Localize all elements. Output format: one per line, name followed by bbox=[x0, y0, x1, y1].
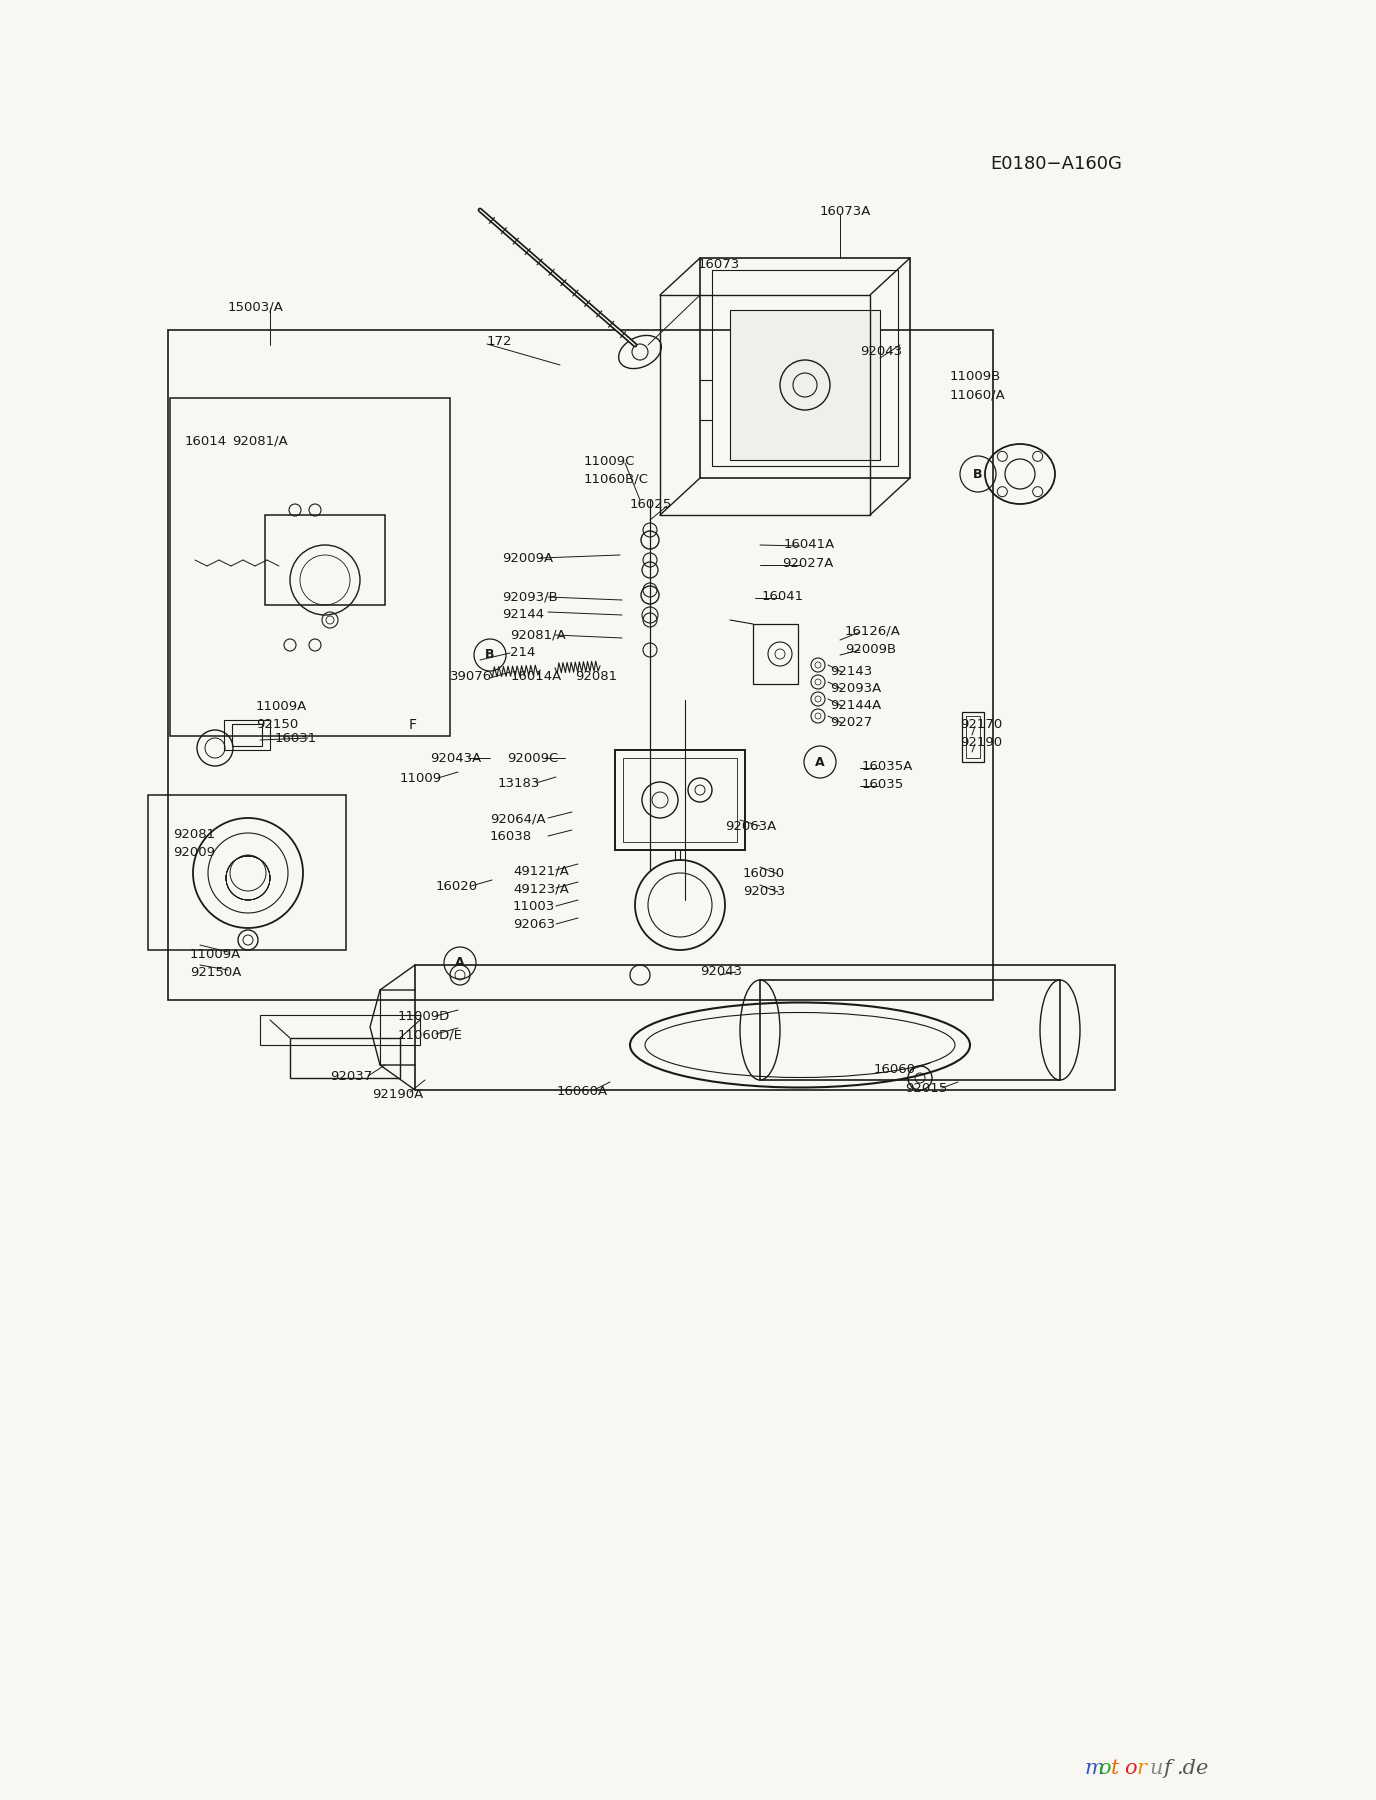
Text: 11003: 11003 bbox=[513, 900, 556, 913]
Text: 92027A: 92027A bbox=[782, 556, 834, 571]
Text: 92093A: 92093A bbox=[830, 682, 881, 695]
Text: 16060A: 16060A bbox=[557, 1085, 608, 1098]
Text: 11009A: 11009A bbox=[190, 949, 241, 961]
Text: A: A bbox=[815, 756, 824, 769]
Text: 92043: 92043 bbox=[700, 965, 742, 977]
Text: E0180−A160G: E0180−A160G bbox=[989, 155, 1121, 173]
Text: 92150: 92150 bbox=[256, 718, 299, 731]
Text: 92170: 92170 bbox=[960, 718, 1002, 731]
Bar bbox=[700, 257, 910, 479]
Bar bbox=[962, 713, 984, 761]
Text: 16041A: 16041A bbox=[784, 538, 835, 551]
Text: 92063A: 92063A bbox=[725, 821, 776, 833]
Text: 92081/A: 92081/A bbox=[510, 628, 566, 641]
Bar bbox=[266, 515, 385, 605]
Bar bbox=[966, 716, 980, 758]
Bar bbox=[760, 979, 1060, 1080]
Text: 16073: 16073 bbox=[698, 257, 740, 272]
Text: F: F bbox=[409, 718, 417, 733]
Text: 16041: 16041 bbox=[762, 590, 804, 603]
Bar bbox=[731, 310, 881, 461]
Text: 92064/A: 92064/A bbox=[490, 812, 546, 824]
Text: 92063: 92063 bbox=[513, 918, 555, 931]
Bar bbox=[224, 720, 270, 751]
Text: 16038: 16038 bbox=[490, 830, 533, 842]
Text: 13183: 13183 bbox=[498, 778, 541, 790]
Text: 172: 172 bbox=[487, 335, 512, 347]
Text: r: r bbox=[1137, 1759, 1148, 1778]
Text: 49123/A: 49123/A bbox=[513, 882, 568, 895]
Bar bbox=[168, 329, 993, 1001]
Text: f: f bbox=[1163, 1759, 1171, 1778]
Text: 92015: 92015 bbox=[905, 1082, 947, 1094]
Text: .de: .de bbox=[1176, 1759, 1208, 1778]
Bar bbox=[623, 758, 738, 842]
Text: 11060B/C: 11060B/C bbox=[583, 473, 649, 486]
Text: 39076: 39076 bbox=[450, 670, 493, 682]
Text: 11060D/E: 11060D/E bbox=[398, 1028, 462, 1040]
Bar bbox=[416, 965, 1115, 1091]
Bar bbox=[290, 1039, 400, 1078]
Text: 92143: 92143 bbox=[830, 664, 872, 679]
Bar bbox=[171, 398, 450, 736]
Text: 92190: 92190 bbox=[960, 736, 1002, 749]
Text: 11009A: 11009A bbox=[256, 700, 307, 713]
Text: 16126/A: 16126/A bbox=[845, 625, 901, 637]
Text: 92037: 92037 bbox=[330, 1069, 373, 1084]
Text: 92144: 92144 bbox=[502, 608, 544, 621]
Text: A: A bbox=[455, 956, 465, 970]
Text: 92009A: 92009A bbox=[502, 553, 553, 565]
Text: B: B bbox=[973, 468, 982, 481]
Text: 16073A: 16073A bbox=[820, 205, 871, 218]
Bar bbox=[149, 796, 345, 950]
Text: 49121/A: 49121/A bbox=[513, 864, 568, 877]
Bar bbox=[260, 1015, 420, 1046]
Text: 15003/A: 15003/A bbox=[228, 301, 283, 313]
Text: B: B bbox=[486, 648, 495, 662]
Text: 16031: 16031 bbox=[275, 733, 318, 745]
Text: 16020: 16020 bbox=[436, 880, 477, 893]
Text: 92043: 92043 bbox=[860, 346, 903, 358]
Text: t: t bbox=[1110, 1759, 1119, 1778]
Text: 92081: 92081 bbox=[575, 670, 616, 682]
Text: 92009B: 92009B bbox=[845, 643, 896, 655]
Text: 11009D: 11009D bbox=[398, 1010, 450, 1022]
Text: 11060/A: 11060/A bbox=[949, 389, 1006, 401]
Text: 92081: 92081 bbox=[173, 828, 215, 841]
Text: 16025: 16025 bbox=[630, 499, 673, 511]
Text: m: m bbox=[1086, 1759, 1105, 1778]
Bar bbox=[233, 724, 261, 745]
Bar bbox=[711, 270, 899, 466]
Text: 16035: 16035 bbox=[861, 778, 904, 790]
Text: 92144A: 92144A bbox=[830, 698, 881, 713]
Bar bbox=[753, 625, 798, 684]
Text: o: o bbox=[1098, 1759, 1110, 1778]
Text: u: u bbox=[1150, 1759, 1164, 1778]
Text: 92009: 92009 bbox=[173, 846, 215, 859]
Text: 92043A: 92043A bbox=[429, 752, 482, 765]
Text: 16030: 16030 bbox=[743, 868, 786, 880]
Text: 214: 214 bbox=[510, 646, 535, 659]
Text: 11009C: 11009C bbox=[583, 455, 636, 468]
Bar bbox=[615, 751, 744, 850]
Text: 16035A: 16035A bbox=[861, 760, 914, 772]
Text: 92033: 92033 bbox=[743, 886, 786, 898]
Text: 16014A: 16014A bbox=[510, 670, 563, 682]
Text: o: o bbox=[1124, 1759, 1137, 1778]
Text: 92190A: 92190A bbox=[372, 1087, 424, 1102]
Text: 92009C: 92009C bbox=[506, 752, 559, 765]
Text: 16014: 16014 bbox=[184, 436, 227, 448]
Text: 92081/A: 92081/A bbox=[233, 436, 288, 448]
Text: 11009: 11009 bbox=[400, 772, 442, 785]
Text: 92150A: 92150A bbox=[190, 967, 241, 979]
Text: 92027: 92027 bbox=[830, 716, 872, 729]
Text: 92093/B: 92093/B bbox=[502, 590, 557, 603]
Text: 16060: 16060 bbox=[874, 1064, 916, 1076]
Text: 11009B: 11009B bbox=[949, 371, 1002, 383]
